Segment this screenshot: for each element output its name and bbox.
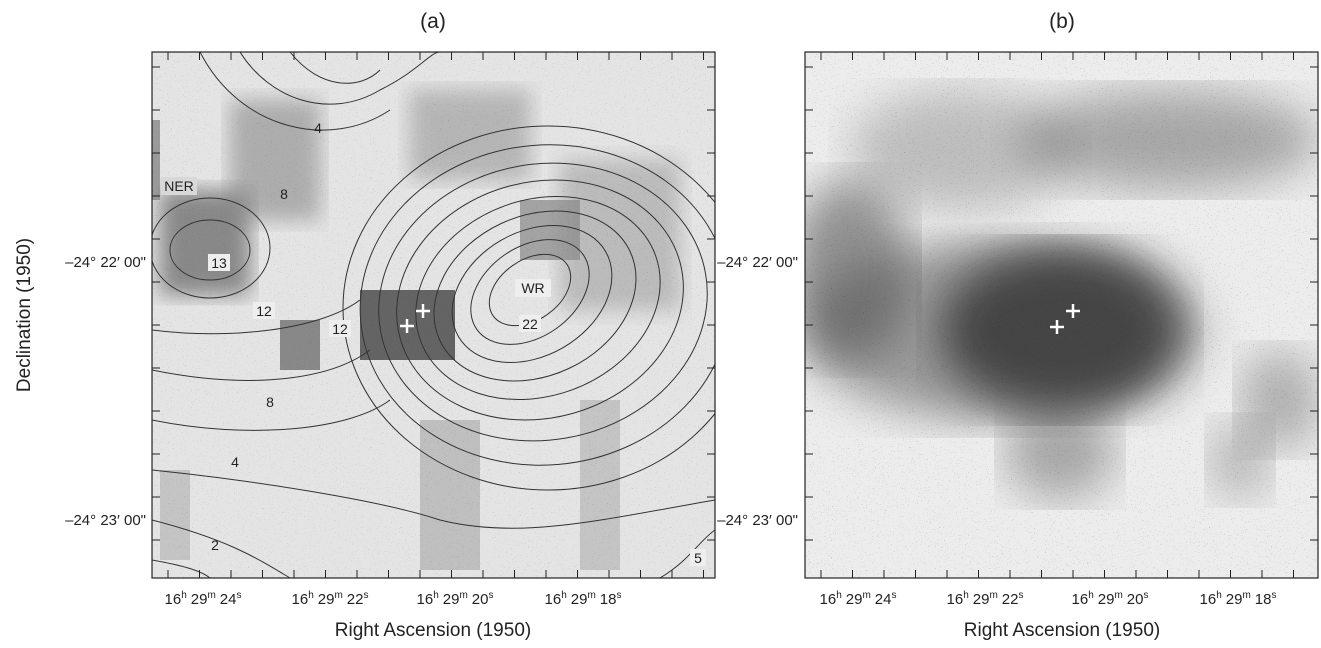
annotation-text: 4 [231, 454, 239, 470]
annotation: 5 [690, 549, 706, 566]
x-tick-label: 16h 29m 24s [165, 590, 242, 608]
x-tick-label: 16h 29m 18s [545, 590, 622, 608]
number: 16 [820, 591, 837, 608]
unit: h [561, 590, 567, 601]
number: 16 [947, 591, 964, 608]
unit: s [1271, 590, 1276, 601]
number: 16 [165, 591, 182, 608]
number: 16 [545, 591, 562, 608]
y-tick-label: –24° 22′ 00" [717, 254, 798, 271]
image [152, 52, 715, 578]
annotation: 22 [519, 315, 541, 332]
unit: s [616, 590, 621, 601]
annotation: 8 [266, 394, 274, 410]
number: 16 [417, 591, 434, 608]
number: 16 [292, 591, 309, 608]
annotation-text: 8 [280, 186, 288, 202]
x-axis-label: Right Ascension (1950) [964, 620, 1160, 641]
annotation-text: WR [521, 280, 544, 296]
panel-title: (a) [420, 10, 446, 33]
unit: s [363, 590, 368, 601]
annotation-text: 13 [211, 255, 227, 271]
annotation: 12 [253, 302, 275, 319]
number: 29 [443, 591, 460, 608]
unit: h [1216, 590, 1222, 601]
number: 20 [472, 591, 489, 608]
unit: m [1114, 590, 1122, 601]
x-axis-label: Right Ascension (1950) [335, 620, 531, 641]
number: 29 [1226, 591, 1243, 608]
unit: m [862, 590, 870, 601]
unit: m [989, 590, 997, 601]
unit: s [1143, 590, 1148, 601]
annotation-text: NER [164, 178, 194, 194]
number: 22 [1002, 591, 1019, 608]
annotation-text: 12 [332, 321, 348, 337]
number: 16 [1072, 591, 1089, 608]
annotation: 12 [329, 320, 351, 337]
unit: m [207, 590, 215, 601]
annotation-text: 12 [256, 303, 272, 319]
number: 29 [846, 591, 863, 608]
x-tick-label: 16h 29m 22s [292, 590, 369, 608]
number: 29 [318, 591, 335, 608]
number: 29 [571, 591, 588, 608]
x-tick-label: 16h 29m 18s [1200, 590, 1277, 608]
panel-b: (b) –24° 22′ 00" –24° 23′ 00" 16h 29m 24s 1… [717, 10, 1319, 641]
annotation: 4 [231, 454, 239, 470]
unit: h [1088, 590, 1094, 601]
unit: m [334, 590, 342, 601]
x-tick-label: 16h 29m 22s [947, 590, 1024, 608]
y-axis-label: Declination (1950) [14, 238, 35, 392]
unit: s [488, 590, 493, 601]
panel-title: (b) [1049, 10, 1075, 33]
annotation-text: 2 [211, 537, 219, 553]
unit: h [963, 590, 969, 601]
number: 24 [875, 591, 892, 608]
unit: h [308, 590, 314, 601]
y-tick-label: –24° 22′ 00" [65, 254, 146, 271]
annotation: 13 [208, 254, 230, 271]
number: 18 [600, 591, 617, 608]
x-tick-label: 16h 29m 20s [1072, 590, 1149, 608]
number: 16 [1200, 591, 1217, 608]
number: 29 [973, 591, 990, 608]
annotation-text: 22 [522, 316, 538, 332]
y-tick-label: –24° 23′ 00" [65, 512, 146, 529]
annotation: WR [515, 279, 551, 297]
annotation: 4 [314, 120, 322, 136]
number: 22 [347, 591, 364, 608]
number: 29 [1098, 591, 1115, 608]
number: 24 [220, 591, 237, 608]
unit: m [459, 590, 467, 601]
panel-a: (a) [14, 10, 716, 641]
unit: m [1242, 590, 1250, 601]
x-tick-label: 16h 29m 24s [820, 590, 897, 608]
unit: s [891, 590, 896, 601]
unit: h [836, 590, 842, 601]
annotation-text: 8 [266, 394, 274, 410]
unit: m [587, 590, 595, 601]
y-tick-label: –24° 23′ 00" [717, 512, 798, 529]
unit: h [433, 590, 439, 601]
x-tick-label: 16h 29m 20s [417, 590, 494, 608]
annotation: 8 [280, 186, 288, 202]
number: 20 [1127, 591, 1144, 608]
annotation: NER [161, 177, 197, 195]
number: 29 [191, 591, 208, 608]
annotation-text: 4 [314, 120, 322, 136]
annotation-text: 5 [694, 550, 702, 566]
unit: s [1018, 590, 1023, 601]
number: 18 [1255, 591, 1272, 608]
annotation: 2 [211, 537, 219, 553]
unit: s [236, 590, 241, 601]
image [805, 52, 1318, 578]
unit: h [181, 590, 187, 601]
